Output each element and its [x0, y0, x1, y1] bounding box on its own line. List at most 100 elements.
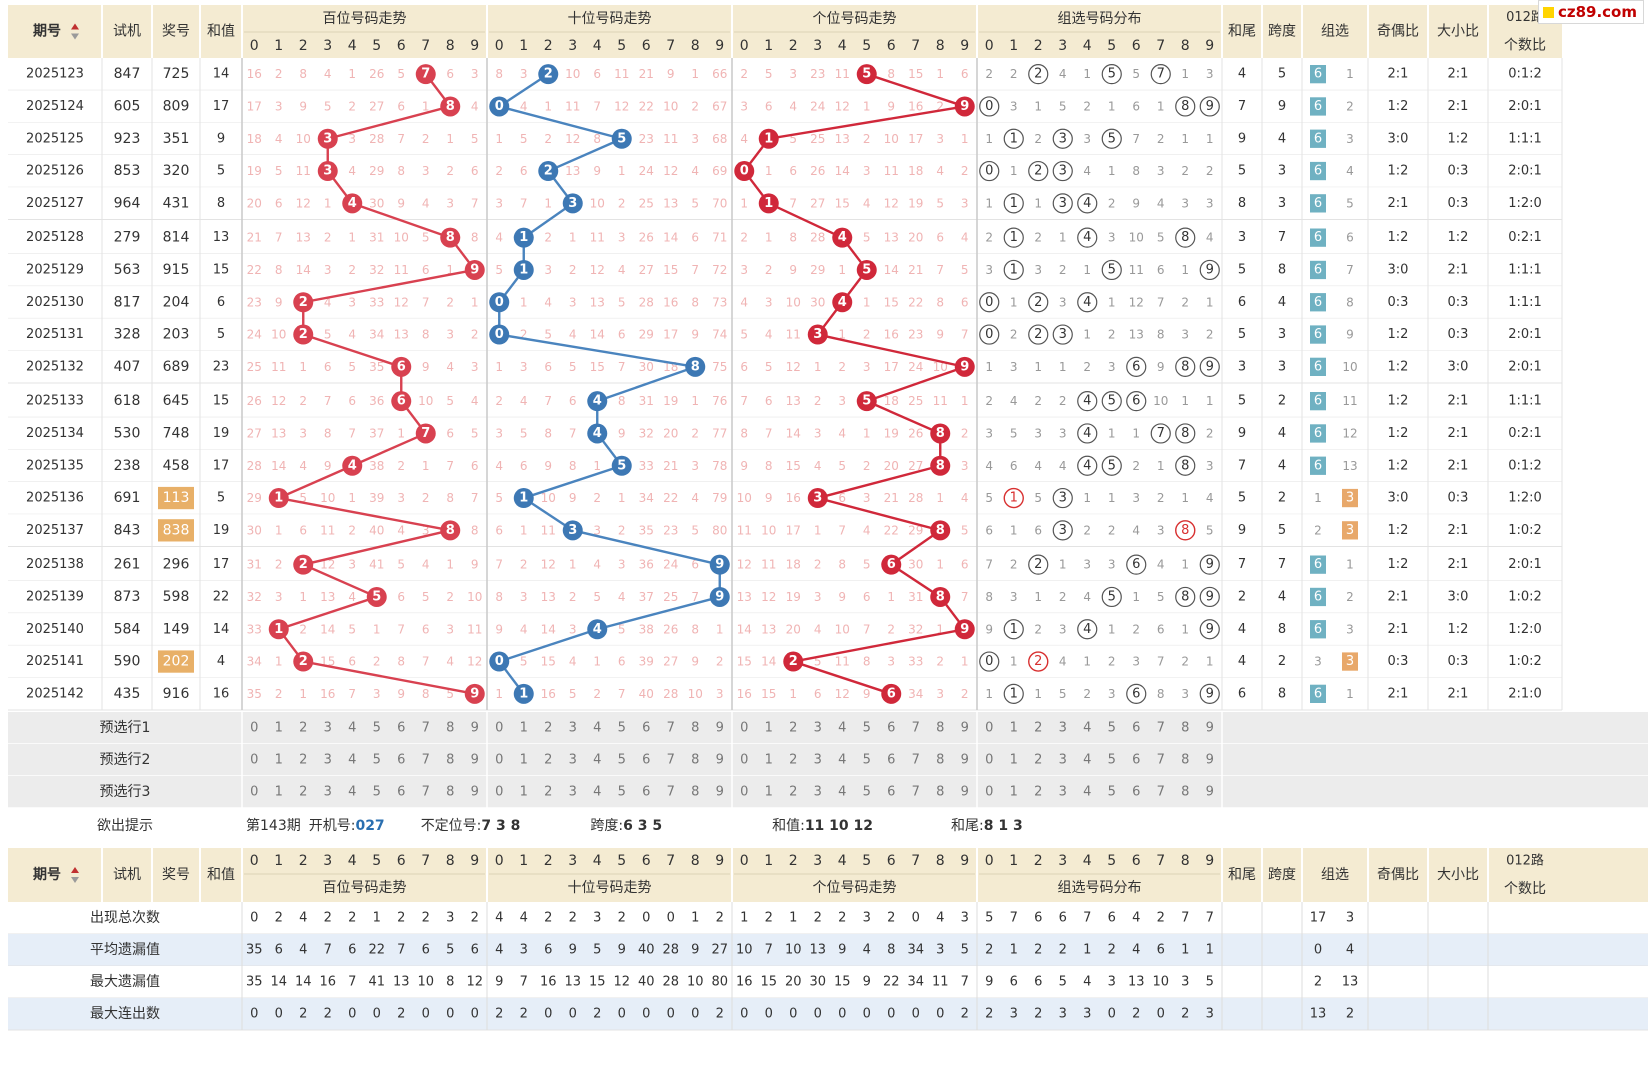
preselect-digit: 4 [838, 785, 846, 800]
miss-value: 5 [422, 590, 430, 604]
digit-2-1: 1 [764, 38, 773, 54]
tens-ball-digit: 9 [715, 557, 724, 572]
units-ball-digit: 4 [838, 230, 847, 245]
period-cell: 2025138 [26, 557, 84, 572]
group-circle-marker [1126, 554, 1147, 575]
zuxuan6-badge [1310, 456, 1326, 475]
miss-value: 7 [789, 196, 797, 210]
hint-uncertain-label: 不定位号: [421, 818, 482, 834]
tens-ball [513, 683, 534, 704]
miss-value: 7 [275, 231, 283, 245]
award-cell: 689 [163, 359, 190, 375]
miss-value: 3 [348, 132, 356, 146]
group-miss-value: 1 [1083, 263, 1091, 277]
preselect-digit: 0 [495, 753, 503, 768]
miss-value: 11 [663, 132, 678, 146]
award-cell: 113 [163, 490, 190, 506]
units-ball [734, 161, 755, 182]
group-miss-value: 7 [1157, 655, 1165, 669]
preselect-digit: 0 [495, 785, 503, 800]
miss-value: 14 [296, 263, 311, 277]
preselect-digit: 5 [373, 753, 381, 768]
miss-value: 2 [275, 687, 283, 701]
units-ball [954, 356, 975, 377]
miss-value: 29 [639, 328, 654, 342]
stat-value: 4 [520, 911, 528, 926]
miss-value: 8 [691, 622, 699, 636]
miss-value: 6 [520, 459, 528, 473]
tens-ball-digit: 1 [519, 686, 528, 701]
miss-value: 12 [271, 394, 286, 408]
group-miss-value: 1 [1059, 558, 1067, 572]
hundreds-ball-digit: 2 [299, 295, 308, 310]
miss-value: 1 [936, 558, 944, 572]
tens-ball-digit: 4 [593, 394, 602, 409]
zuxuan6-badge [1310, 260, 1326, 280]
stat-value: 3 [863, 911, 871, 926]
period-cell: 2025127 [26, 196, 84, 211]
group-miss-value: 3 [1108, 558, 1116, 572]
trial-cell: 584 [114, 621, 141, 637]
miss-value: 10 [786, 295, 801, 309]
preselect-digit: 1 [765, 721, 773, 736]
tail-cell: 5 [1238, 262, 1246, 277]
group-miss-value: 1 [1181, 132, 1189, 146]
miss-value: 9 [422, 360, 430, 374]
zuxuan6-badge-text: 6 [1314, 622, 1322, 637]
miss-value: 15 [884, 295, 899, 309]
miss-value: 3 [887, 655, 895, 669]
group-miss-value: 1 [1059, 231, 1067, 245]
award-label: 奖号 [162, 23, 190, 40]
group-miss-value: 2 [1206, 426, 1214, 440]
group-circle-marker [1150, 64, 1171, 85]
group-circle-marker [1199, 683, 1220, 704]
preselect-label: 预选行3 [100, 784, 151, 800]
group-miss-value: 2 [1108, 196, 1116, 210]
trial-cell: 853 [114, 163, 141, 179]
group-miss-value: 1 [1108, 295, 1116, 309]
miss-value: 6 [765, 99, 773, 113]
group-circle-marker [1101, 586, 1122, 608]
stat-value: 0 [1108, 1007, 1116, 1022]
miss-value: 3 [765, 295, 773, 309]
stat-value: 0 [446, 1007, 454, 1022]
miss-value: 6 [275, 196, 283, 210]
group-circle-marker [1052, 128, 1073, 149]
hundreds-ball-digit: 2 [299, 654, 308, 669]
zuxuan6-badge [1310, 392, 1326, 411]
preselect-digit: 2 [789, 753, 797, 768]
miss-value: 30 [810, 295, 825, 309]
group-miss-value: 1 [985, 360, 993, 374]
hundreds-ball [293, 554, 314, 575]
preselect-digit: 8 [936, 753, 944, 768]
tens-ball [513, 227, 534, 248]
miss-value: 2 [961, 164, 969, 178]
digit-2-8: 8 [936, 38, 945, 54]
miss-value: 9 [740, 459, 748, 473]
tens-ball-digit: 5 [617, 131, 626, 146]
miss-value: 5 [275, 164, 283, 178]
preselect-digit: 3 [324, 721, 332, 736]
miss-value: 6 [446, 67, 454, 81]
preselect-digit: 8 [1181, 721, 1189, 736]
miss-value: 26 [247, 394, 262, 408]
digit-0-8: 8 [446, 38, 455, 54]
stat-value: 15 [760, 975, 777, 990]
miss-value: 6 [422, 622, 430, 636]
miss-value: 12 [541, 558, 556, 572]
group-circle-marker [1003, 193, 1024, 214]
bottom-digit: 9 [470, 853, 479, 869]
stat-value: 0 [838, 1007, 846, 1022]
miss-value: 15 [663, 263, 678, 277]
miss-value: 35 [369, 360, 384, 374]
stat-value: 3 [1108, 975, 1116, 990]
group-circle-marker [1101, 391, 1122, 412]
miss-value: 2 [544, 132, 552, 146]
miss-value: 12 [320, 558, 335, 572]
units-ball-digit: 5 [862, 394, 871, 409]
group-miss-value: 4 [1059, 459, 1067, 473]
miss-value: 10 [737, 491, 752, 505]
site-logo[interactable]: cz89.com [1537, 0, 1644, 24]
tens-ball [611, 128, 632, 149]
group-digit: 9 [1206, 359, 1214, 374]
